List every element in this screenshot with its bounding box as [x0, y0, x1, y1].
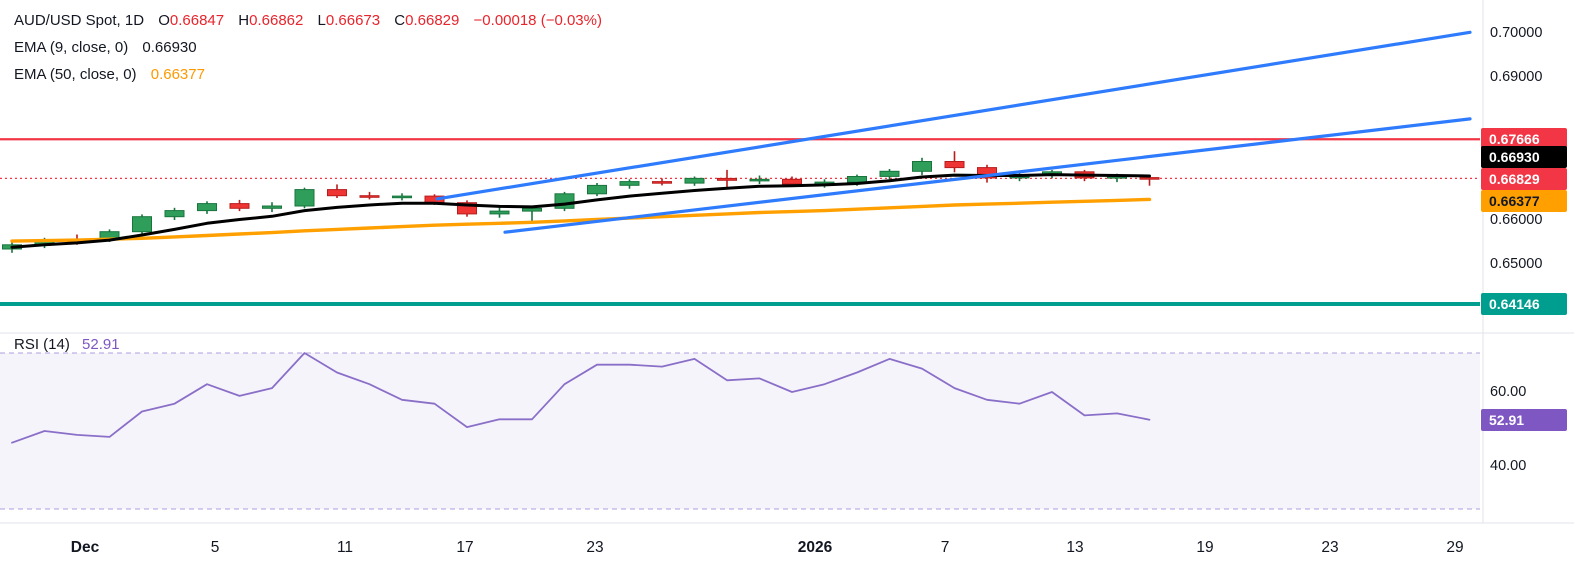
ohlc-open-value: 0.66847 — [169, 12, 225, 29]
time-label-2026: 2026 — [797, 539, 833, 556]
price-change: −0.00018 (−0.03%) — [473, 12, 602, 29]
symbol-legend: AUD/USD Spot, 1D O0.66847 H0.66862 L0.66… — [14, 7, 602, 88]
ohlc-close-label: C — [394, 12, 406, 29]
rsi-legend-row[interactable]: RSI (14) 52.91 — [14, 336, 120, 353]
ohlc-close-value: 0.66829 — [405, 12, 460, 29]
time-label-7: 7 — [940, 539, 950, 556]
ema50-legend-row[interactable]: EMA (50, close, 0) 0.66377 — [14, 61, 602, 88]
time-label-13: 13 — [1066, 539, 1084, 556]
price-label-0.64146: 0.64146 — [1481, 293, 1567, 315]
time-label-5: 5 — [210, 539, 220, 556]
price-label-0.67666: 0.67666 — [1481, 128, 1567, 150]
price-label-0.66377: 0.66377 — [1481, 190, 1567, 212]
price-axis[interactable]: 0.70000 0.69000 0.67666 0.66930 0.66829 0.663… — [1480, 0, 1574, 523]
ema9-value: 0.66930 — [142, 39, 197, 56]
ema9-legend-row[interactable]: EMA (9, close, 0) 0.66930 — [14, 34, 602, 61]
symbol-title: AUD/USD Spot, 1D — [14, 12, 145, 29]
time-label-Dec: Dec — [70, 539, 100, 556]
rsi-value: 52.91 — [82, 336, 120, 353]
ohlc-low-value: 0.66673 — [325, 12, 381, 29]
price-label-0.66930: 0.66930 — [1481, 146, 1567, 168]
price-label-40.00: 40.00 — [1490, 458, 1527, 474]
time-label-17: 17 — [456, 539, 474, 556]
symbol-header-row[interactable]: AUD/USD Spot, 1D O0.66847 H0.66862 L0.66… — [14, 7, 602, 34]
price-label-0.65000: 0.65000 — [1490, 256, 1543, 272]
ohlc-high-label: H — [238, 12, 250, 29]
time-axis[interactable]: Dec 5 11 17 23 2026 7 13 19 23 29 — [0, 523, 1480, 578]
ohlc-open-label: O — [158, 12, 170, 29]
price-label-60.00: 60.00 — [1490, 384, 1527, 400]
ohlc-low-label: L — [317, 12, 326, 29]
ema9-label: EMA (9, close, 0) — [14, 39, 129, 56]
price-label-0.69000: 0.69000 — [1490, 69, 1543, 85]
price-label-52.91: 52.91 — [1481, 409, 1567, 431]
rsi-label: RSI (14) — [14, 336, 70, 353]
time-label-11: 11 — [336, 539, 354, 556]
time-label-29: 29 — [1446, 539, 1464, 556]
ohlc-high-value: 0.66862 — [249, 12, 304, 29]
price-label-0.70000: 0.70000 — [1490, 25, 1543, 41]
ema50-value: 0.66377 — [150, 66, 205, 83]
time-label-23: 23 — [586, 539, 604, 556]
time-label-19: 19 — [1196, 539, 1214, 556]
price-label-0.66000: 0.66000 — [1490, 212, 1543, 228]
price-label-0.66829: 0.66829 — [1481, 168, 1567, 190]
ema50-label: EMA (50, close, 0) — [14, 66, 137, 83]
time-label-23: 23 — [1321, 539, 1339, 556]
